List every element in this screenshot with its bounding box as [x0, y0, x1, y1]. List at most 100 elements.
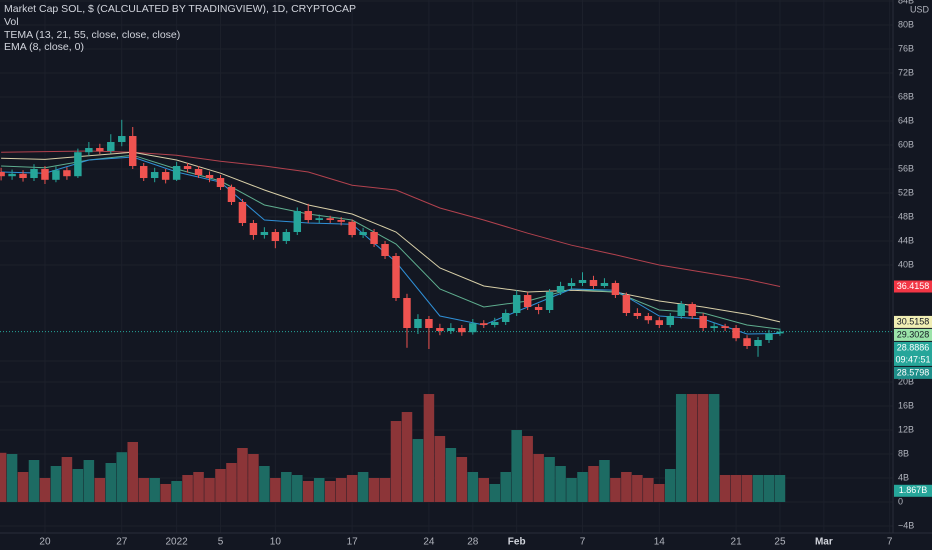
candle-body — [425, 319, 433, 329]
y-tick-label: 76B — [898, 43, 914, 53]
volume-bar — [719, 474, 731, 502]
countdown: 09:47:51 — [895, 354, 930, 364]
candle-body — [107, 142, 115, 152]
x-tick-label: Feb — [508, 537, 526, 548]
volume-bar — [675, 394, 687, 502]
price-label: 30.5158 — [897, 316, 930, 326]
y-tick-label: 12B — [898, 424, 914, 434]
x-tick-label: 21 — [731, 537, 743, 548]
y-tick-label: 52B — [898, 187, 914, 197]
volume-bar — [193, 471, 204, 502]
candle-body — [8, 173, 16, 177]
candle-body — [556, 286, 565, 293]
y-tick-label: 8B — [898, 448, 909, 458]
x-tick-label: 7 — [580, 537, 586, 548]
candle-body — [293, 211, 302, 233]
axis-labels: 20 27 2022 5 10 17 24 28 Feb 7 14 21 25 Mar 7 84B 80B 76B… — [39, 0, 932, 548]
x-tick-label: 28 — [467, 537, 479, 548]
candle-body — [677, 304, 685, 317]
price-label: 36.4158 — [897, 281, 930, 291]
y-tick-label: 60B — [898, 139, 914, 149]
volume-bar — [555, 465, 566, 502]
candle-body — [172, 166, 181, 180]
y-tick-label: 68B — [898, 91, 914, 101]
candle-body — [578, 280, 587, 284]
candle-body — [447, 328, 455, 332]
candle-body — [414, 319, 422, 329]
candle-body — [765, 333, 773, 341]
price-label-box — [894, 341, 932, 366]
candle-body — [403, 298, 411, 329]
candle-body — [644, 316, 653, 321]
volume-bar — [28, 459, 40, 502]
candle-body — [600, 283, 609, 287]
candle-body — [480, 323, 488, 326]
candle-body — [545, 292, 554, 311]
candle-body — [381, 244, 389, 257]
candle-body — [337, 220, 345, 222]
volume-bar — [511, 430, 522, 502]
volume-bar — [478, 477, 490, 502]
price-label-box — [894, 366, 932, 379]
candle-body — [436, 328, 444, 332]
volume-bar — [17, 471, 29, 502]
volume-bar — [226, 462, 237, 502]
candle-body — [348, 221, 356, 236]
volume-bar — [774, 474, 786, 502]
volume-bar — [127, 442, 139, 502]
candle-body — [41, 169, 49, 180]
candle-body — [699, 316, 707, 329]
x-tick-label: 27 — [116, 537, 128, 548]
candle-body — [743, 338, 751, 347]
volume-bar — [577, 471, 588, 502]
volume-bar — [730, 474, 742, 502]
volume-bar — [610, 477, 621, 502]
candle-body — [589, 280, 598, 287]
candle-body — [776, 331, 784, 334]
volume-bar — [83, 459, 95, 502]
volume-bar — [346, 474, 358, 502]
chart-title: Market Cap SOL, $ (CALCULATED BY TRADING… — [4, 3, 356, 15]
x-tick-label: 2022 — [165, 537, 188, 548]
candle-body — [501, 313, 510, 323]
candle-body — [666, 316, 674, 326]
candle-body — [392, 256, 400, 299]
candle-body — [491, 322, 499, 326]
volume-bar — [654, 483, 665, 502]
volume-bar — [500, 471, 511, 502]
volume-bar — [412, 439, 424, 502]
volume-bar — [0, 452, 7, 502]
price-label: 28.5798 — [897, 367, 930, 377]
volume-bar — [664, 468, 676, 502]
candle-body — [282, 232, 291, 242]
candle-body — [118, 136, 126, 143]
candle-body — [238, 202, 247, 224]
volume-bar — [434, 436, 446, 502]
volume-bar — [302, 480, 314, 502]
volume-bar — [467, 471, 479, 502]
volume-bar — [61, 456, 73, 502]
x-tick-label: Mar — [815, 537, 833, 548]
volume-bar — [752, 474, 764, 502]
candle-body — [19, 173, 27, 179]
volume-bar — [357, 471, 369, 502]
candle-body — [216, 178, 225, 188]
x-tick-label: 7 — [887, 537, 893, 548]
volume-bar — [215, 468, 226, 502]
candle-body — [326, 218, 334, 221]
volume-bar — [456, 456, 468, 502]
volume-bar — [105, 462, 117, 502]
candle-body — [611, 283, 620, 296]
volume-bar — [686, 394, 698, 502]
volume-bar — [379, 477, 391, 502]
candle-body — [52, 170, 60, 180]
volume-bar — [632, 474, 643, 502]
y-tick-label: −4B — [898, 520, 914, 530]
candle-body — [139, 166, 148, 179]
x-tick-label: 24 — [423, 537, 435, 548]
volume-bar — [390, 421, 402, 502]
candle-body — [622, 295, 631, 314]
plot-area — [0, 119, 893, 502]
candle-body — [227, 187, 236, 203]
